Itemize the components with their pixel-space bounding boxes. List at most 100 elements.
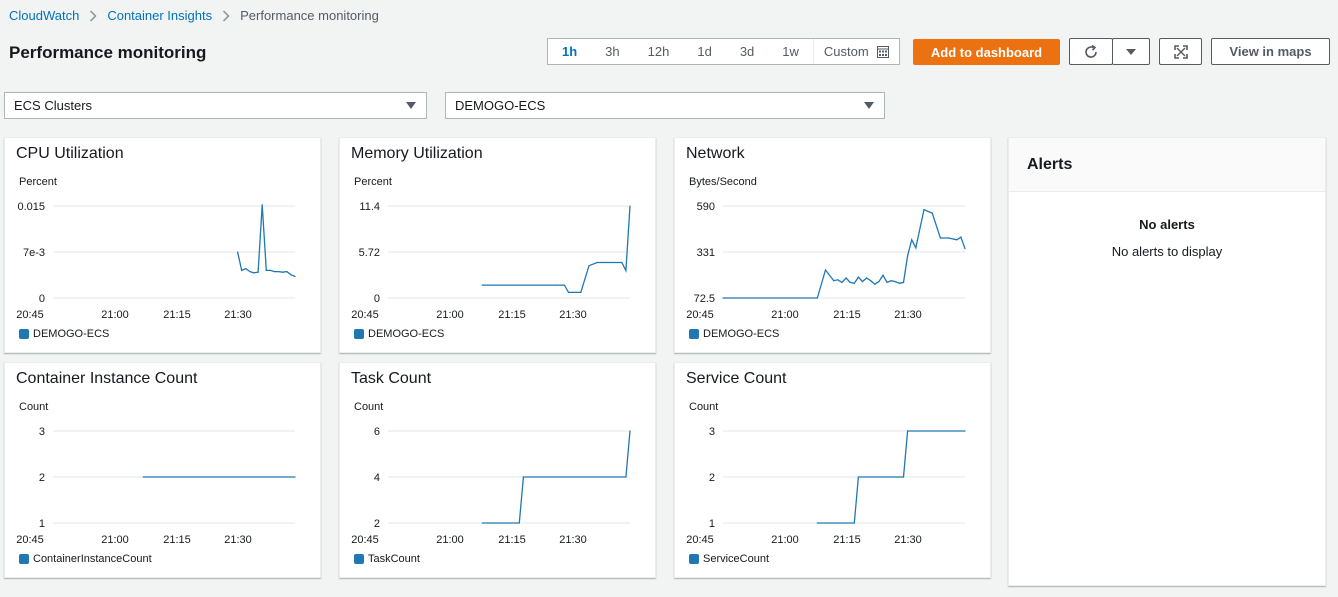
- task-count-chart[interactable]: 6 4 2 20:45 21:00 21:15 21:30: [340, 363, 657, 579]
- x-tick-label: 21:30: [224, 309, 252, 321]
- data-point: [853, 522, 855, 524]
- data-point: [845, 277, 847, 279]
- x-tick-label: 20:45: [351, 534, 379, 546]
- y-tick-label: 0.015: [17, 201, 45, 213]
- data-point: [604, 261, 606, 264]
- data-point: [286, 271, 288, 273]
- data-point: [915, 247, 917, 249]
- y-tick-label: 4: [374, 472, 380, 484]
- time-range-3d[interactable]: 3d: [739, 44, 755, 59]
- time-range-1d[interactable]: 1d: [697, 44, 712, 59]
- refresh-options-button[interactable]: [1112, 38, 1150, 65]
- y-tick-label: 0: [374, 293, 380, 305]
- data-point: [489, 284, 492, 286]
- y-tick-label: 11.4: [359, 201, 380, 213]
- y-tick-label: 72.5: [694, 293, 715, 305]
- data-point: [539, 284, 541, 286]
- chevron-right-icon: [222, 9, 230, 22]
- data-point: [841, 281, 843, 283]
- data-point: [265, 269, 267, 271]
- y-tick-label: 590: [697, 201, 715, 213]
- widget-title: Memory Utilization: [351, 145, 483, 162]
- y-axis-label: Percent: [19, 176, 57, 188]
- legend: DEMOGO-ECS: [19, 328, 109, 340]
- data-point: [629, 430, 631, 432]
- network-chart[interactable]: 590 331 72.5 20:45 21:00 21:15 21:30: [675, 138, 992, 354]
- container-instance-count-chart[interactable]: 3 2 1 20:45 21:00 21:15 21:30: [5, 363, 322, 579]
- time-range-1w[interactable]: 1w: [782, 44, 799, 59]
- x-tick-label: 21:30: [559, 309, 587, 321]
- breadcrumb-link-cloudwatch[interactable]: CloudWatch: [9, 8, 80, 23]
- add-to-dashboard-button[interactable]: Add to dashboard: [913, 39, 1060, 65]
- data-point: [890, 280, 892, 282]
- widget-title: Task Count: [351, 370, 432, 387]
- breadcrumb-link-container-insights[interactable]: Container Insights: [107, 8, 213, 23]
- data-point: [282, 271, 284, 273]
- data-point: [911, 239, 913, 241]
- x-tick-label: 21:00: [101, 309, 129, 321]
- calendar-icon: [876, 45, 889, 58]
- cluster-value: DEMOGO-ECS: [455, 98, 546, 113]
- x-tick-label: 21:00: [101, 534, 129, 546]
- data-point: [567, 291, 570, 293]
- data-point: [857, 276, 859, 278]
- time-range-1h[interactable]: 1h: [562, 44, 578, 59]
- cluster-select[interactable]: DEMOGO-ECS: [445, 92, 885, 119]
- widget-title: Service Count: [686, 370, 787, 387]
- data-point: [531, 284, 533, 286]
- cpu-utilization-chart[interactable]: 0.015 7e-3 0 20:45 21:00 21:15 21:30: [5, 138, 322, 354]
- resource-type-value: ECS Clusters: [14, 98, 93, 113]
- widget-memory-utilization: Memory Utilization Percent 11.4 5.72 0 20:4…: [339, 137, 656, 353]
- data-point: [902, 281, 905, 283]
- series-line: [817, 430, 965, 524]
- resource-type-select[interactable]: ECS Clusters: [4, 92, 427, 119]
- x-tick-label: 21:30: [894, 534, 922, 546]
- data-point: [861, 281, 864, 283]
- data-point: [576, 291, 578, 293]
- legend: ContainerInstanceCount: [19, 553, 152, 565]
- time-range-3h[interactable]: 3h: [605, 44, 620, 59]
- legend-swatch: [19, 554, 29, 564]
- legend-label: ServiceCount: [703, 553, 770, 565]
- data-point: [882, 274, 884, 276]
- refresh-button[interactable]: [1069, 38, 1113, 65]
- x-tick-label: 21:00: [771, 534, 799, 546]
- legend-label: DEMOGO-ECS: [703, 328, 780, 340]
- x-tick-label: 20:45: [351, 309, 379, 321]
- y-tick-label: 6: [374, 426, 380, 438]
- y-tick-label: 2: [39, 472, 45, 484]
- x-tick-label: 21:30: [224, 534, 252, 546]
- breadcrumb: CloudWatch Container Insights Performanc…: [9, 8, 379, 23]
- data-point: [853, 282, 855, 284]
- data-point: [261, 204, 263, 206]
- y-tick-label: 1: [709, 518, 715, 530]
- data-point: [269, 269, 271, 271]
- data-point: [273, 271, 276, 273]
- widget-network: Network Bytes/Second 590 331 72.5 20:45 21:0…: [674, 137, 991, 353]
- data-point: [257, 271, 259, 273]
- caret-down-icon: [864, 102, 874, 109]
- time-range-custom[interactable]: Custom: [812, 39, 899, 64]
- data-point: [898, 282, 900, 284]
- widget-title: Container Instance Count: [16, 370, 198, 387]
- data-point: [142, 476, 144, 478]
- service-count-chart[interactable]: 3 2 1 20:45 21:00 21:15 21:30: [675, 363, 992, 579]
- x-tick-label: 20:45: [686, 534, 714, 546]
- time-range-12h[interactable]: 12h: [647, 44, 670, 59]
- refresh-icon: [1085, 44, 1097, 58]
- data-point: [849, 281, 851, 283]
- data-point: [939, 237, 941, 239]
- widget-service-count: Service Count Count 3 2 1 20:45 21:00 21:15 21…: [674, 362, 991, 578]
- view-in-maps-button[interactable]: View in maps: [1211, 38, 1330, 65]
- data-point: [931, 212, 933, 214]
- memory-utilization-chart[interactable]: 11.4 5.72 0 20:45 21:00 21:15 21:30: [340, 138, 657, 354]
- fullscreen-button[interactable]: [1159, 38, 1202, 65]
- x-tick-label: 20:45: [686, 309, 714, 321]
- legend-swatch: [19, 329, 29, 339]
- breadcrumb-current: Performance monitoring: [240, 8, 379, 23]
- caret-down-icon: [1126, 48, 1136, 55]
- data-point: [481, 522, 483, 524]
- data-point: [866, 277, 868, 279]
- data-point: [878, 281, 880, 283]
- data-point: [237, 251, 239, 253]
